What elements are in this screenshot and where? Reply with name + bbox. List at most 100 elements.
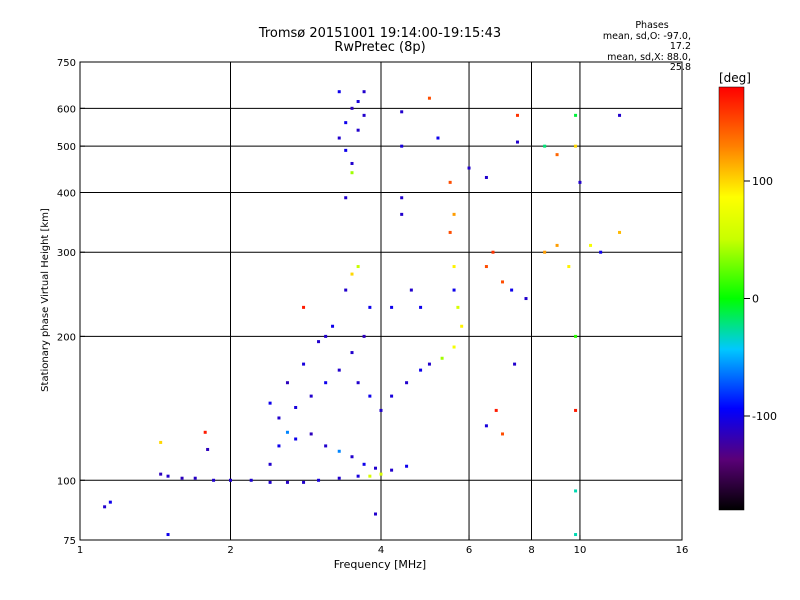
data-point bbox=[513, 362, 517, 366]
data-point bbox=[309, 432, 313, 436]
data-point bbox=[203, 430, 207, 434]
x-axis-label: Frequency [MHz] bbox=[334, 558, 426, 571]
data-point bbox=[324, 334, 328, 338]
data-point bbox=[285, 430, 289, 434]
x-tick-label: 8 bbox=[528, 545, 534, 556]
data-point bbox=[344, 148, 348, 152]
data-point bbox=[212, 478, 216, 482]
data-point bbox=[317, 478, 321, 482]
data-point bbox=[356, 381, 360, 385]
data-point bbox=[356, 265, 360, 269]
data-point bbox=[309, 394, 313, 398]
data-point bbox=[350, 106, 354, 110]
data-point bbox=[350, 351, 354, 355]
data-point bbox=[294, 405, 298, 409]
data-point bbox=[578, 180, 582, 184]
data-point bbox=[159, 440, 163, 444]
data-point bbox=[285, 381, 289, 385]
data-point bbox=[159, 472, 163, 476]
data-point bbox=[543, 144, 547, 148]
x-axis-ticks: 1 2 4 6 8 10 16 bbox=[77, 535, 689, 556]
data-point bbox=[574, 408, 578, 412]
phase-stats-heading: Phases bbox=[635, 20, 669, 31]
data-point bbox=[618, 113, 622, 117]
chart-title: Tromsø 20151001 19:14:00-19:15:43 bbox=[258, 26, 502, 41]
data-point bbox=[268, 401, 272, 405]
data-point bbox=[400, 212, 404, 216]
data-point bbox=[302, 305, 306, 309]
phase-stats: Phases mean, sd,O: -97.0, 17.2 mean, sd,… bbox=[585, 20, 691, 74]
data-point bbox=[180, 476, 184, 480]
data-point bbox=[452, 265, 456, 269]
data-point bbox=[350, 171, 354, 175]
data-point bbox=[166, 533, 170, 537]
y-tick-label: 750 bbox=[57, 58, 76, 69]
y-tick-label: 75 bbox=[63, 536, 76, 547]
colorbar-ticks: 100 0 -100 bbox=[744, 175, 777, 423]
data-point bbox=[344, 196, 348, 200]
data-point bbox=[331, 324, 335, 328]
y-tick-label: 200 bbox=[57, 332, 76, 343]
data-point bbox=[374, 512, 378, 516]
data-point bbox=[599, 250, 603, 254]
x-tick-label: 6 bbox=[466, 545, 472, 556]
data-point bbox=[460, 324, 464, 328]
data-point bbox=[356, 474, 360, 478]
x-tick-label: 1 bbox=[77, 545, 83, 556]
y-tick-label: 600 bbox=[57, 104, 76, 115]
data-point bbox=[249, 478, 253, 482]
data-point bbox=[379, 408, 383, 412]
data-point bbox=[452, 288, 456, 292]
data-point bbox=[467, 166, 471, 170]
grid-lines bbox=[80, 62, 682, 540]
data-point bbox=[448, 180, 452, 184]
data-point bbox=[618, 230, 622, 234]
data-point bbox=[368, 394, 372, 398]
data-point bbox=[452, 345, 456, 349]
data-point bbox=[510, 288, 514, 292]
data-point bbox=[362, 113, 366, 117]
data-point bbox=[515, 140, 519, 144]
data-point bbox=[337, 90, 341, 94]
data-point bbox=[362, 90, 366, 94]
data-point bbox=[427, 362, 431, 366]
data-point bbox=[419, 368, 423, 372]
data-point bbox=[268, 480, 272, 484]
data-point bbox=[405, 464, 409, 468]
data-point bbox=[350, 455, 354, 459]
data-point bbox=[344, 121, 348, 125]
data-point bbox=[350, 272, 354, 276]
colorbar-tick-label: 100 bbox=[752, 175, 773, 188]
data-point bbox=[484, 265, 488, 269]
data-point bbox=[574, 533, 578, 537]
data-point bbox=[337, 476, 341, 480]
data-point bbox=[405, 381, 409, 385]
data-point bbox=[390, 305, 394, 309]
data-point bbox=[337, 368, 341, 372]
data-point bbox=[356, 128, 360, 132]
data-point bbox=[390, 394, 394, 398]
data-point bbox=[268, 462, 272, 466]
phase-stats-o: mean, sd,O: -97.0, 17.2 bbox=[602, 30, 691, 52]
colorbar-label: [deg] bbox=[719, 71, 751, 85]
data-point bbox=[285, 480, 289, 484]
data-point bbox=[400, 196, 404, 200]
data-point bbox=[589, 243, 593, 247]
data-point bbox=[501, 280, 505, 284]
data-point bbox=[302, 480, 306, 484]
data-point bbox=[448, 230, 452, 234]
data-point bbox=[484, 175, 488, 179]
y-tick-label: 300 bbox=[57, 248, 76, 259]
data-point bbox=[491, 250, 495, 254]
data-point bbox=[229, 478, 232, 482]
data-point bbox=[350, 161, 354, 165]
data-point bbox=[344, 288, 348, 292]
x-tick-label: 16 bbox=[676, 545, 689, 556]
data-point bbox=[324, 381, 328, 385]
data-point bbox=[574, 489, 578, 493]
data-point bbox=[524, 297, 528, 301]
data-point bbox=[374, 466, 378, 470]
data-point bbox=[409, 288, 413, 292]
data-point bbox=[515, 113, 519, 117]
